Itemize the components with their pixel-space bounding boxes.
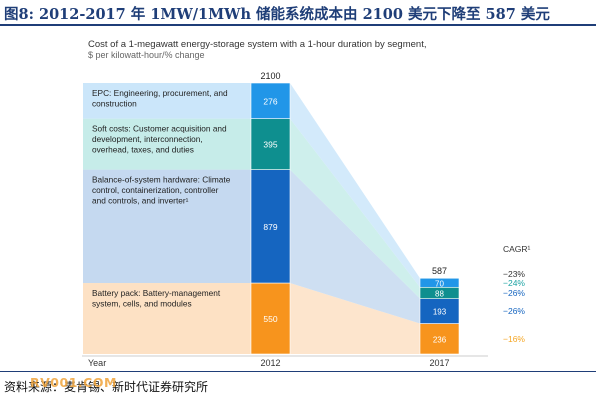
bar-bos-2012	[250, 169, 291, 284]
band-bos	[83, 169, 251, 284]
segment-label-bos: Balance-of-system hardware: Climate contr…	[92, 175, 231, 206]
segment-label-line: control, containerization, controller	[92, 185, 219, 195]
segment-label-line: Battery pack: Battery-management	[92, 288, 221, 298]
x-tick-label-2012: 2012	[260, 358, 280, 368]
band-battery	[83, 283, 251, 354]
value-label-battery-2012: 550	[263, 314, 277, 324]
value-label-battery-2017: 236	[433, 335, 447, 344]
segment-labels: Battery pack: Battery-management system, …	[92, 88, 231, 309]
connector-battery	[290, 283, 420, 354]
cagr-epc: −24%	[503, 278, 525, 288]
segment-bands	[83, 83, 251, 354]
connector-regions	[290, 83, 420, 354]
value-label-bos-2017: 193	[433, 308, 447, 317]
connector-bos	[290, 169, 420, 324]
connector-epc	[290, 83, 420, 288]
total-label-2012: 2100	[260, 71, 280, 81]
stacked-bar-chart: Cost of a 1-megawatt energy-storage syst…	[82, 39, 531, 368]
bar-bos-2017	[419, 298, 460, 324]
segment-label-line: overhead, taxes, and duties	[92, 145, 194, 155]
bar-battery-2012	[250, 282, 291, 355]
value-label-soft-2017: 88	[435, 289, 444, 298]
bar-battery-2017	[419, 323, 460, 355]
segment-label-line: and controls, and inverter¹	[92, 196, 189, 206]
cagr-battery: −16%	[503, 334, 525, 344]
segment-label-line: Balance-of-system hardware: Climate	[92, 175, 231, 185]
cagr-header: CAGR¹	[503, 244, 531, 254]
segment-label-line: Soft costs: Customer acquisition and	[92, 124, 227, 134]
bar-epc-2017	[419, 277, 460, 288]
total-label-2017: 587	[432, 266, 447, 276]
value-label-epc-2012: 276	[263, 96, 277, 106]
band-soft	[83, 118, 251, 170]
chart-title: Cost of a 1-megawatt energy-storage syst…	[88, 39, 426, 50]
value-label-bos-2012: 879	[263, 222, 277, 232]
figure-title: 图8: 2012-2017 年 1MW/1MWh 储能系统成本由 2100 美元…	[4, 6, 550, 23]
x-axis-label: Year	[88, 358, 106, 368]
segment-label-line: system, cells, and modules	[92, 299, 192, 309]
x-tick-labels: 2012 2017	[260, 358, 449, 368]
cagr-column: CAGR¹−23%−16%−26%−26%−24%	[503, 244, 531, 344]
figure-source: 资料来源：麦肯锡、新时代证券研究所	[4, 380, 209, 394]
value-label-epc-2017: 70	[435, 279, 444, 288]
segment-label-epc: EPC: Engineering, procurement, and constr…	[92, 88, 228, 109]
segment-label-battery: Battery pack: Battery-management system, …	[92, 288, 221, 309]
watermark: RV001.COM	[30, 375, 117, 390]
segment-label-soft: Soft costs: Customer acquisition and deve…	[92, 124, 227, 155]
bar-epc-2012	[250, 82, 291, 119]
figure-header: 图8: 2012-2017 年 1MW/1MWh 储能系统成本由 2100 美元…	[0, 0, 596, 26]
connector-soft	[290, 118, 420, 299]
cagr-bos: −26%	[503, 306, 525, 316]
cagr-soft: −26%	[503, 288, 525, 298]
segment-label-line: EPC: Engineering, procurement, and	[92, 88, 228, 98]
segment-label-line: development, interconnection,	[92, 134, 203, 144]
segment-label-line: construction	[92, 99, 137, 109]
figure-footer: 资料来源：麦肯锡、新时代证券研究所 RV001.COM	[0, 371, 596, 411]
x-tick-label-2017: 2017	[429, 358, 449, 368]
value-label-soft-2012: 395	[263, 140, 277, 150]
cagr-total: −23%	[503, 269, 525, 279]
chart-subtitle: $ per kilowatt-hour/% change	[88, 50, 205, 60]
band-epc	[83, 83, 251, 119]
bar-soft-2012	[250, 118, 291, 170]
